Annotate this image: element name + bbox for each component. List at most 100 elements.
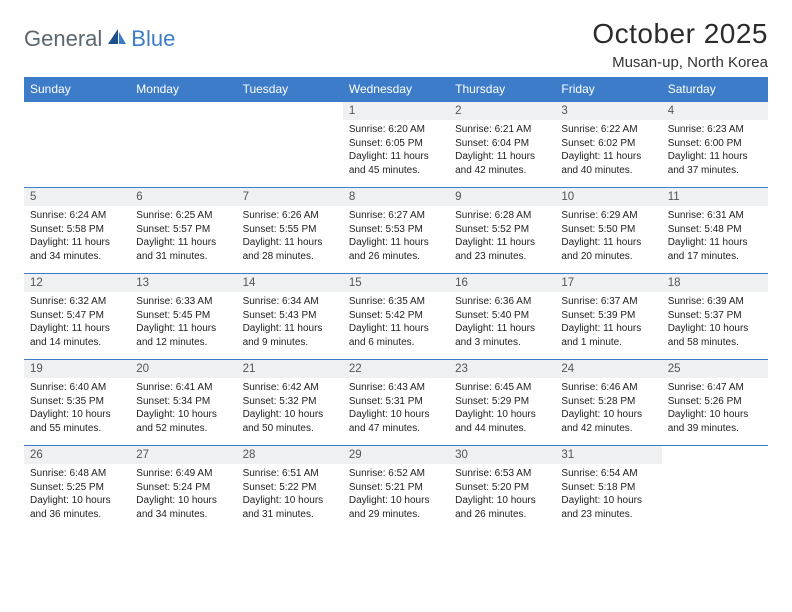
day-details: Sunrise: 6:39 AMSunset: 5:37 PMDaylight:…	[662, 292, 768, 353]
day-details: Sunrise: 6:53 AMSunset: 5:20 PMDaylight:…	[449, 464, 555, 525]
sunrise-line: Sunrise: 6:42 AM	[243, 381, 337, 395]
day-cell: 4Sunrise: 6:23 AMSunset: 6:00 PMDaylight…	[662, 102, 768, 188]
day-number: 13	[130, 274, 236, 292]
sunset-line: Sunset: 5:37 PM	[668, 309, 762, 323]
logo: General Blue	[24, 26, 175, 52]
daylight-line: Daylight: 11 hours and 1 minute.	[561, 322, 655, 349]
day-number: 28	[237, 446, 343, 464]
sunset-line: Sunset: 5:20 PM	[455, 481, 549, 495]
daylight-line: Daylight: 11 hours and 45 minutes.	[349, 150, 443, 177]
day-cell: 24Sunrise: 6:46 AMSunset: 5:28 PMDayligh…	[555, 360, 661, 446]
day-cell: 15Sunrise: 6:35 AMSunset: 5:42 PMDayligh…	[343, 274, 449, 360]
daylight-line: Daylight: 10 hours and 42 minutes.	[561, 408, 655, 435]
day-number: 5	[24, 188, 130, 206]
day-cell: 17Sunrise: 6:37 AMSunset: 5:39 PMDayligh…	[555, 274, 661, 360]
sunset-line: Sunset: 5:55 PM	[243, 223, 337, 237]
day-cell	[24, 102, 130, 188]
day-cell: 1Sunrise: 6:20 AMSunset: 6:05 PMDaylight…	[343, 102, 449, 188]
daylight-line: Daylight: 10 hours and 52 minutes.	[136, 408, 230, 435]
day-number: 6	[130, 188, 236, 206]
week-row: 5Sunrise: 6:24 AMSunset: 5:58 PMDaylight…	[24, 188, 768, 274]
day-details: Sunrise: 6:43 AMSunset: 5:31 PMDaylight:…	[343, 378, 449, 439]
sunrise-line: Sunrise: 6:36 AM	[455, 295, 549, 309]
sunset-line: Sunset: 5:39 PM	[561, 309, 655, 323]
sunset-line: Sunset: 5:58 PM	[30, 223, 124, 237]
day-number: 7	[237, 188, 343, 206]
sunrise-line: Sunrise: 6:32 AM	[30, 295, 124, 309]
sunrise-line: Sunrise: 6:51 AM	[243, 467, 337, 481]
day-header: Monday	[130, 77, 236, 102]
logo-text-blue: Blue	[131, 26, 175, 52]
daylight-line: Daylight: 10 hours and 58 minutes.	[668, 322, 762, 349]
sunset-line: Sunset: 5:26 PM	[668, 395, 762, 409]
day-details: Sunrise: 6:36 AMSunset: 5:40 PMDaylight:…	[449, 292, 555, 353]
sunset-line: Sunset: 5:53 PM	[349, 223, 443, 237]
sunset-line: Sunset: 5:24 PM	[136, 481, 230, 495]
sunset-line: Sunset: 5:25 PM	[30, 481, 124, 495]
daylight-line: Daylight: 10 hours and 34 minutes.	[136, 494, 230, 521]
sunset-line: Sunset: 5:35 PM	[30, 395, 124, 409]
sunset-line: Sunset: 5:57 PM	[136, 223, 230, 237]
day-cell: 11Sunrise: 6:31 AMSunset: 5:48 PMDayligh…	[662, 188, 768, 274]
logo-text-general: General	[24, 26, 102, 52]
sunrise-line: Sunrise: 6:54 AM	[561, 467, 655, 481]
daylight-line: Daylight: 10 hours and 50 minutes.	[243, 408, 337, 435]
day-cell: 20Sunrise: 6:41 AMSunset: 5:34 PMDayligh…	[130, 360, 236, 446]
sunset-line: Sunset: 5:45 PM	[136, 309, 230, 323]
sunrise-line: Sunrise: 6:49 AM	[136, 467, 230, 481]
day-number: 20	[130, 360, 236, 378]
day-cell: 16Sunrise: 6:36 AMSunset: 5:40 PMDayligh…	[449, 274, 555, 360]
day-number: 9	[449, 188, 555, 206]
sunrise-line: Sunrise: 6:31 AM	[668, 209, 762, 223]
day-number: 25	[662, 360, 768, 378]
daylight-line: Daylight: 11 hours and 34 minutes.	[30, 236, 124, 263]
sunrise-line: Sunrise: 6:47 AM	[668, 381, 762, 395]
day-cell: 13Sunrise: 6:33 AMSunset: 5:45 PMDayligh…	[130, 274, 236, 360]
day-cell: 27 Sunrise: 6:49 AMSunset: 5:24 PMDayligh…	[130, 446, 236, 532]
day-number: 19	[24, 360, 130, 378]
day-cell: 8Sunrise: 6:27 AMSunset: 5:53 PMDaylight…	[343, 188, 449, 274]
day-details: Sunrise: 6:32 AMSunset: 5:47 PMDaylight:…	[24, 292, 130, 353]
day-details: Sunrise: 6:41 AMSunset: 5:34 PMDaylight:…	[130, 378, 236, 439]
day-number: 27	[130, 446, 236, 464]
location: Musan-up, North Korea	[592, 54, 768, 71]
day-header: Wednesday	[343, 77, 449, 102]
day-cell: 19Sunrise: 6:40 AMSunset: 5:35 PMDayligh…	[24, 360, 130, 446]
day-number: 29	[343, 446, 449, 464]
day-number: 4	[662, 102, 768, 120]
sunrise-line: Sunrise: 6:20 AM	[349, 123, 443, 137]
day-cell: 6Sunrise: 6:25 AMSunset: 5:57 PMDaylight…	[130, 188, 236, 274]
sunrise-line: Sunrise: 6:35 AM	[349, 295, 443, 309]
day-cell: 26Sunrise: 6:48 AMSunset: 5:25 PMDayligh…	[24, 446, 130, 532]
sunset-line: Sunset: 5:47 PM	[30, 309, 124, 323]
sunrise-line: Sunrise: 6:26 AM	[243, 209, 337, 223]
sunset-line: Sunset: 5:40 PM	[455, 309, 549, 323]
day-details: Sunrise: 6:35 AMSunset: 5:42 PMDaylight:…	[343, 292, 449, 353]
daylight-line: Daylight: 10 hours and 47 minutes.	[349, 408, 443, 435]
sunset-line: Sunset: 6:05 PM	[349, 137, 443, 151]
day-number: 8	[343, 188, 449, 206]
day-cell: 21Sunrise: 6:42 AMSunset: 5:32 PMDayligh…	[237, 360, 343, 446]
sunrise-line: Sunrise: 6:39 AM	[668, 295, 762, 309]
day-details: Sunrise: 6:40 AMSunset: 5:35 PMDaylight:…	[24, 378, 130, 439]
day-cell: 25Sunrise: 6:47 AMSunset: 5:26 PMDayligh…	[662, 360, 768, 446]
day-number: 18	[662, 274, 768, 292]
sunset-line: Sunset: 5:34 PM	[136, 395, 230, 409]
sunrise-line: Sunrise: 6:53 AM	[455, 467, 549, 481]
daylight-line: Daylight: 10 hours and 23 minutes.	[561, 494, 655, 521]
day-details: Sunrise: 6:33 AMSunset: 5:45 PMDaylight:…	[130, 292, 236, 353]
day-details: Sunrise: 6:24 AMSunset: 5:58 PMDaylight:…	[24, 206, 130, 267]
day-cell	[662, 446, 768, 532]
day-cell: 22Sunrise: 6:43 AMSunset: 5:31 PMDayligh…	[343, 360, 449, 446]
day-header: Sunday	[24, 77, 130, 102]
day-number: 17	[555, 274, 661, 292]
day-details: Sunrise: 6:28 AMSunset: 5:52 PMDaylight:…	[449, 206, 555, 267]
sail-icon	[106, 27, 128, 52]
sunset-line: Sunset: 5:29 PM	[455, 395, 549, 409]
daylight-line: Daylight: 11 hours and 12 minutes.	[136, 322, 230, 349]
day-cell: 12Sunrise: 6:32 AMSunset: 5:47 PMDayligh…	[24, 274, 130, 360]
daylight-line: Daylight: 10 hours and 36 minutes.	[30, 494, 124, 521]
sunrise-line: Sunrise: 6:48 AM	[30, 467, 124, 481]
week-row: 26Sunrise: 6:48 AMSunset: 5:25 PMDayligh…	[24, 446, 768, 532]
day-number: 23	[449, 360, 555, 378]
